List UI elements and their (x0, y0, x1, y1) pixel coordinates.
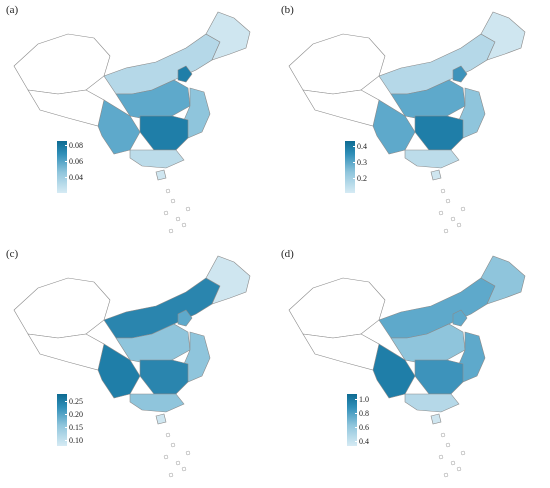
legend-tick: 0.2 (353, 174, 367, 183)
province-region-north (103, 277, 221, 339)
island-outline (440, 188, 446, 194)
province-region-sw (97, 343, 141, 399)
legend-tick: 0.06 (65, 157, 83, 166)
china-choropleth-map (13, 11, 251, 234)
province-region-sw (372, 99, 416, 155)
province-region-south (404, 393, 460, 413)
island-outline (445, 198, 451, 204)
legend-tick: 0.20 (65, 410, 83, 419)
province-region-island (430, 169, 442, 181)
province-region-east (458, 331, 486, 383)
legend-color-bar (57, 141, 67, 193)
province-region-capital (452, 309, 468, 327)
legend-tick: 0.3 (353, 158, 367, 167)
map-panel-b: (b) 0.4 0.3 0.2 (275, 0, 550, 244)
legend-tick: 1.0 (355, 395, 369, 404)
province-region-core (414, 115, 464, 151)
panel-label: (d) (281, 248, 294, 260)
island-outline (170, 198, 176, 204)
province-region-northeast (205, 11, 251, 61)
province-region-south (404, 149, 460, 169)
legend-tick: 0.10 (65, 436, 83, 445)
map-panel-a: (a) 0.08 0.06 0.04 (0, 0, 275, 244)
province-region-island (430, 413, 442, 425)
map-panel-c: (c) 0.25 0.20 0.15 0.10 (0, 244, 275, 488)
province-region-capital (177, 65, 193, 83)
legend-tick: 0.25 (65, 397, 83, 406)
panel-label: (a) (6, 4, 19, 16)
island-outline (450, 216, 456, 222)
province-region-west (288, 277, 386, 339)
province-region-northeast (480, 255, 526, 305)
map-panel-d: (d) 1.0 0.8 0.6 0.4 (275, 244, 550, 488)
province-region-south (129, 149, 185, 169)
island-outline (168, 472, 174, 478)
panel-label: (b) (281, 4, 294, 16)
island-outline (170, 442, 176, 448)
province-region-northeast (480, 11, 526, 61)
island-outline (185, 206, 191, 212)
island-outline (460, 450, 466, 456)
legend-color-bar (57, 394, 67, 446)
island-outline (185, 450, 191, 456)
legend-tick: 0.4 (355, 437, 369, 446)
island-outline (443, 472, 449, 478)
province-region-north (378, 277, 496, 339)
legend-tick: 0.4 (353, 142, 367, 151)
legend-color-bar (345, 141, 355, 193)
island-outline (456, 222, 462, 228)
province-region-east (458, 87, 486, 139)
province-region-island (155, 413, 167, 425)
province-region-sw (97, 99, 141, 155)
province-region-capital (177, 309, 193, 327)
legend-tick: 0.8 (355, 409, 369, 418)
island-outline (175, 460, 181, 466)
china-choropleth-map (288, 255, 526, 478)
province-region-north (378, 33, 496, 95)
island-outline (181, 466, 187, 472)
china-choropleth-map (13, 255, 251, 478)
island-outline (445, 442, 451, 448)
island-outline (456, 466, 462, 472)
province-region-south (129, 393, 185, 413)
province-region-west (13, 33, 111, 95)
legend-tick: 0.04 (65, 173, 83, 182)
province-region-core (414, 359, 464, 395)
province-region-core (139, 359, 189, 395)
island-outline (438, 454, 444, 460)
island-outline (175, 216, 181, 222)
china-choropleth-map (288, 11, 526, 234)
legend-tick: 0.6 (355, 423, 369, 432)
island-outline (163, 210, 169, 216)
province-region-east (183, 87, 211, 139)
island-outline (443, 228, 449, 234)
province-region-capital (452, 65, 468, 83)
province-region-sw (372, 343, 416, 399)
island-outline (181, 222, 187, 228)
province-region-west (13, 277, 111, 339)
island-outline (163, 454, 169, 460)
island-outline (165, 188, 171, 194)
island-outline (450, 460, 456, 466)
island-outline (165, 432, 171, 438)
province-region-island (155, 169, 167, 181)
province-region-north (103, 33, 221, 95)
legend-color-bar (347, 394, 357, 446)
province-region-core (139, 115, 189, 151)
island-outline (460, 206, 466, 212)
legend-tick: 0.08 (65, 141, 83, 150)
province-region-west (288, 33, 386, 95)
province-region-east (183, 331, 211, 383)
legend-tick: 0.15 (65, 423, 83, 432)
panel-label: (c) (6, 248, 19, 260)
island-outline (168, 228, 174, 234)
province-region-northeast (205, 255, 251, 305)
island-outline (440, 432, 446, 438)
island-outline (438, 210, 444, 216)
